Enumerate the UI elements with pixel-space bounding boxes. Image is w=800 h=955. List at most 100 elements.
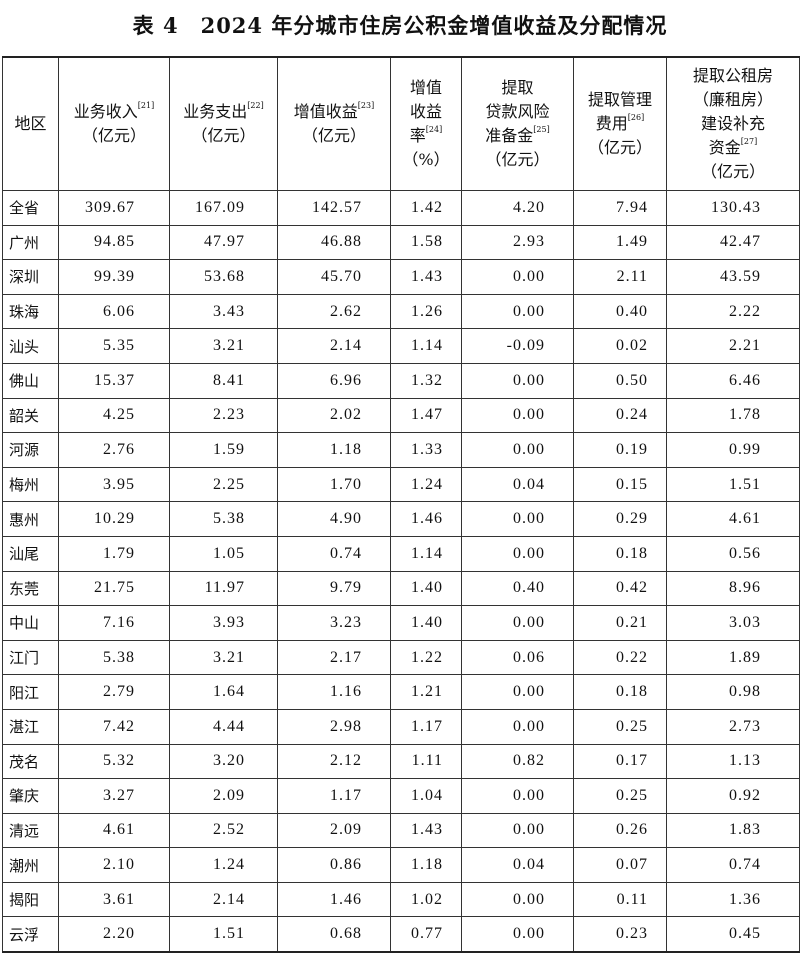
value-cell: 7.94 (573, 190, 667, 226)
value-cell: 1.43 (390, 812, 462, 849)
value-cell: 1.78 (666, 397, 800, 434)
value-cell: 2.14 (169, 881, 278, 918)
value-cell: 11.97 (169, 570, 278, 607)
value-cell: 42.47 (666, 224, 800, 261)
column-header: 业务支出[22] （亿元） (169, 56, 278, 191)
value-cell: 1.43 (390, 259, 462, 295)
header-line: 业务支出 (183, 102, 248, 121)
region-cell: 汕尾 (2, 535, 59, 572)
value-cell: 0.82 (461, 743, 574, 780)
header-line: 地区 (14, 114, 47, 133)
value-cell: 2.22 (666, 293, 800, 330)
header-line: 提取 (501, 78, 534, 97)
value-cell: 10.29 (58, 501, 170, 537)
value-cell: 5.38 (58, 639, 170, 676)
value-cell: 0.29 (573, 501, 667, 537)
value-cell: 0.25 (573, 778, 667, 814)
value-cell: 1.32 (390, 362, 462, 399)
value-cell: 0.22 (573, 639, 667, 676)
table-row: 东莞 21.75 11.97 9.79 1.40 0.40 0.42 8.96 (2, 570, 800, 607)
footnote-ref: [26] (627, 113, 645, 122)
value-cell: 1.47 (390, 397, 462, 434)
value-cell: 1.17 (277, 778, 391, 814)
value-cell: 3.23 (277, 605, 391, 641)
header-line: 业务收入 (73, 102, 138, 121)
value-cell: 6.06 (58, 293, 170, 330)
value-cell: 1.02 (390, 881, 462, 918)
value-cell: 2.11 (573, 259, 667, 295)
value-cell: 2.23 (169, 397, 278, 434)
value-cell: 1.18 (277, 432, 391, 468)
value-cell: 4.90 (277, 501, 391, 537)
table-row: 揭阳 3.61 2.14 1.46 1.02 0.00 0.11 1.36 (2, 881, 800, 918)
value-cell: 0.00 (461, 535, 574, 572)
value-cell: 0.00 (461, 708, 574, 745)
value-cell: 0.40 (573, 293, 667, 330)
column-header: 业务收入[21] （亿元） (58, 56, 170, 191)
header-line: 准备金 (485, 126, 534, 145)
value-cell: 6.96 (277, 362, 391, 399)
footnote-ref: [27] (740, 137, 758, 146)
value-cell: 0.00 (461, 605, 574, 641)
table-row: 阳江 2.79 1.64 1.16 1.21 0.00 0.18 0.98 (2, 674, 800, 710)
value-cell: 0.00 (461, 881, 574, 918)
value-cell: 2.10 (58, 847, 170, 883)
table-row: 汕尾 1.79 1.05 0.74 1.14 0.00 0.18 0.56 (2, 535, 800, 572)
value-cell: 3.21 (169, 639, 278, 676)
value-cell: 47.97 (169, 224, 278, 261)
value-cell: 0.77 (390, 916, 462, 953)
value-cell: 3.43 (169, 293, 278, 330)
value-cell: 2.25 (169, 466, 278, 503)
region-cell: 广州 (2, 224, 59, 261)
value-cell: 0.02 (573, 328, 667, 364)
value-cell: 1.16 (277, 674, 391, 710)
value-cell: 1.04 (390, 778, 462, 814)
footnote-ref: [22] (247, 101, 264, 110)
value-cell: 5.35 (58, 328, 170, 364)
header-line: 建设补充 (700, 114, 765, 133)
value-cell: 1.18 (390, 847, 462, 883)
region-cell: 云浮 (2, 916, 59, 953)
table-row: 汕头 5.35 3.21 2.14 1.14 -0.09 0.02 2.21 (2, 328, 800, 364)
value-cell: 1.46 (277, 881, 391, 918)
column-header: 提取 贷款风险 准备金[25] （亿元） (461, 56, 574, 191)
value-cell: 2.73 (666, 708, 800, 745)
value-cell: 1.24 (390, 466, 462, 503)
value-cell: 2.21 (666, 328, 800, 364)
value-cell: 0.00 (461, 362, 574, 399)
value-cell: 3.27 (58, 778, 170, 814)
region-cell: 江门 (2, 639, 59, 676)
value-cell: 1.40 (390, 570, 462, 607)
table-body: 全省 309.67 167.09 142.57 1.42 4.20 7.94 130.43 广州… (2, 190, 800, 953)
header-unit: （亿元） (301, 126, 366, 145)
value-cell: 4.25 (58, 397, 170, 434)
region-cell: 梅州 (2, 466, 59, 503)
region-cell: 全省 (2, 190, 59, 226)
value-cell: 0.92 (666, 778, 800, 814)
value-cell: 167.09 (169, 190, 278, 226)
value-cell: 3.21 (169, 328, 278, 364)
value-cell: 0.40 (461, 570, 574, 607)
value-cell: 0.74 (666, 847, 800, 883)
value-cell: 53.68 (169, 259, 278, 295)
value-cell: 9.79 (277, 570, 391, 607)
value-cell: 1.36 (666, 881, 800, 918)
value-cell: 0.21 (573, 605, 667, 641)
header-unit: （亿元） (191, 126, 256, 145)
region-cell: 茂名 (2, 743, 59, 780)
table-row: 潮州 2.10 1.24 0.86 1.18 0.04 0.07 0.74 (2, 847, 800, 883)
value-cell: 1.11 (390, 743, 462, 780)
value-cell: 2.17 (277, 639, 391, 676)
header-line: 资金 (708, 138, 741, 157)
column-header: 提取管理 费用[26] （亿元） (573, 56, 667, 191)
value-cell: 0.00 (461, 916, 574, 953)
value-cell: 1.21 (390, 674, 462, 710)
footnote-ref: [23] (357, 101, 375, 110)
value-cell: 0.26 (573, 812, 667, 849)
value-cell: 2.62 (277, 293, 391, 330)
value-cell: 1.51 (169, 916, 278, 953)
table-row: 中山 7.16 3.93 3.23 1.40 0.00 0.21 3.03 (2, 605, 800, 641)
value-cell: 1.83 (666, 812, 800, 849)
header-unit: （亿元） (587, 138, 652, 157)
header-line: （廉租房） (692, 90, 773, 109)
